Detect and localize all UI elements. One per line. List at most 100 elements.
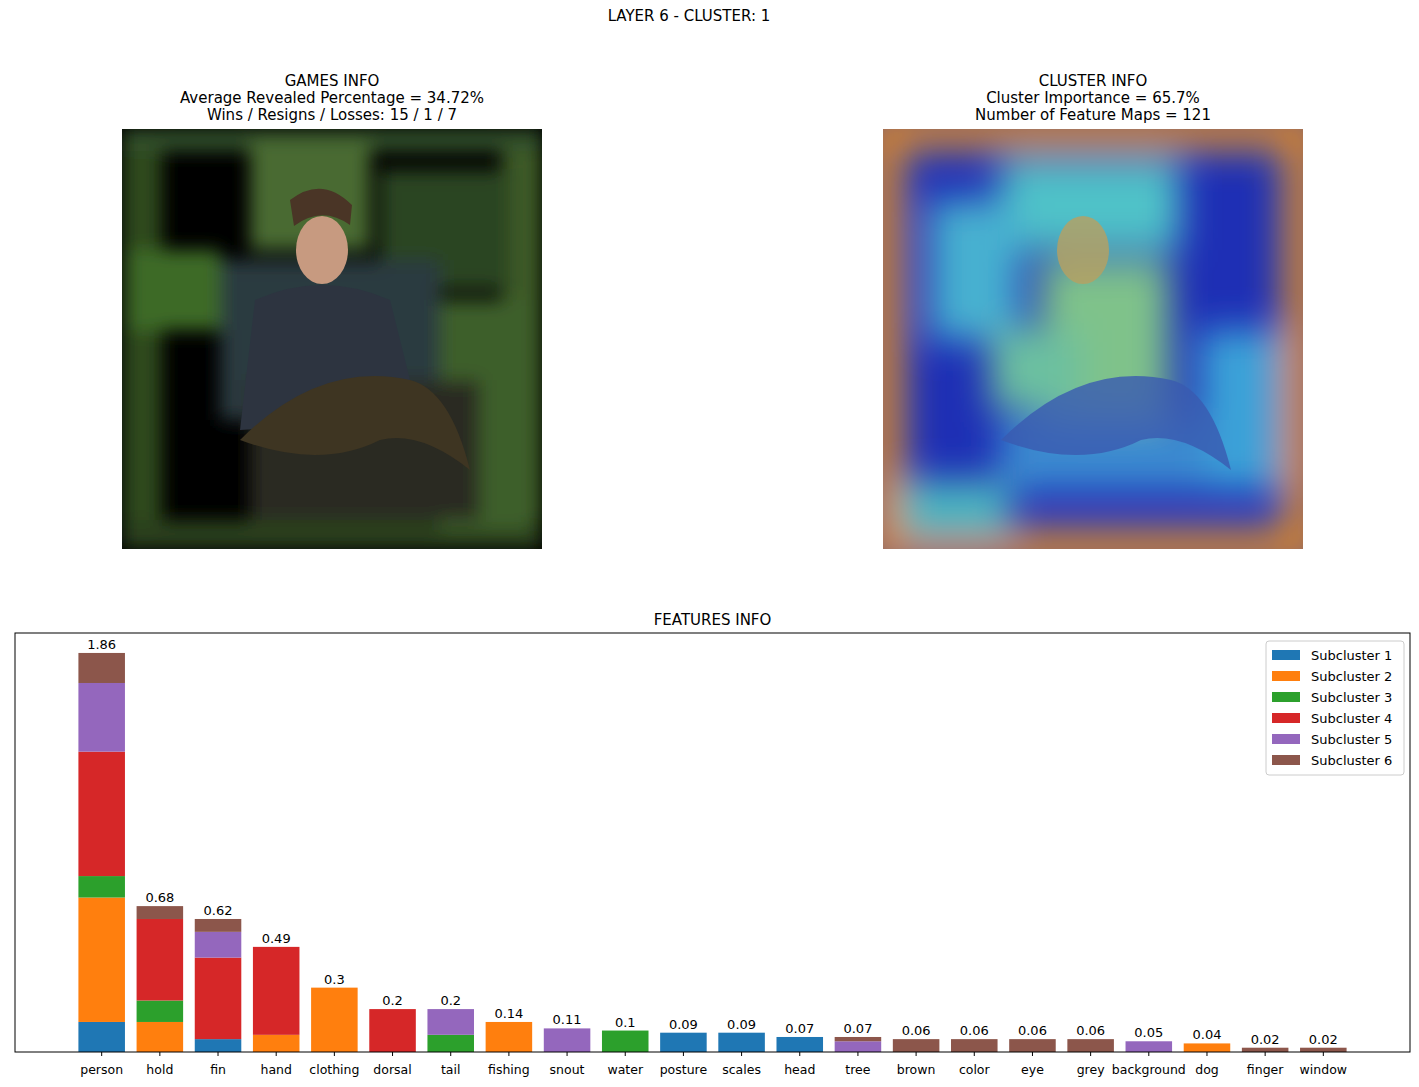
x-tick: [1265, 1052, 1266, 1056]
bar-segment: [1067, 1039, 1114, 1052]
bar-segment: [1184, 1043, 1231, 1044]
bar-segment: [718, 1032, 765, 1033]
bar-segment: [1126, 1041, 1173, 1042]
x-tick-label: scales: [722, 1062, 761, 1077]
legend-swatch: [1272, 692, 1300, 702]
total-label: 0.09: [669, 1017, 698, 1032]
panel-title: Wins / Resigns / Losses: 15 / 1 / 7: [207, 106, 457, 124]
revealed-patch: [122, 129, 162, 549]
bar-segment: [311, 987, 358, 988]
bar-segment: [195, 932, 242, 958]
x-tick-label: fishing: [488, 1062, 530, 1077]
total-label: 0.49: [262, 931, 291, 946]
plot-frame: [15, 633, 1410, 1052]
heatmap-bg: [883, 129, 1303, 549]
bars: [78, 653, 1346, 1052]
x-tick-label: hold: [146, 1062, 173, 1077]
x-tick-label: head: [784, 1062, 815, 1077]
bar-segment: [195, 958, 242, 1040]
x-tick-label: person: [80, 1062, 123, 1077]
x-tick-label: tail: [441, 1062, 461, 1077]
face: [1057, 216, 1109, 284]
bar-segment: [1126, 1041, 1173, 1052]
bar-segment: [78, 876, 125, 897]
x-tick-label: dorsal: [373, 1062, 411, 1077]
heat-border: [883, 129, 1303, 549]
total-label: 0.1: [615, 1015, 636, 1030]
revealed-patch: [130, 250, 220, 330]
bar-segment: [835, 1037, 882, 1041]
total-label: 0.62: [204, 903, 233, 918]
bar-segment: [195, 919, 242, 932]
x-tick: [857, 1052, 858, 1056]
x-tick: [741, 1052, 742, 1056]
x-tick: [799, 1052, 800, 1056]
total-label: 0.06: [1018, 1023, 1047, 1038]
x-tick: [508, 1052, 509, 1056]
panel-title: Cluster Importance = 65.7%: [986, 89, 1200, 107]
bar-segment: [602, 1030, 649, 1031]
x-tick: [276, 1052, 277, 1056]
bar-segment: [951, 1039, 998, 1052]
bar-segment: [1242, 1048, 1289, 1052]
x-tick-label: grey: [1077, 1062, 1105, 1077]
figure: LAYER 6 - CLUSTER: 1 GAMES INFOAverage Re…: [0, 0, 1419, 1087]
bar-segment: [78, 653, 125, 683]
legend-swatch: [1272, 713, 1300, 723]
bar-segment: [137, 1001, 184, 1022]
bar-segment: [311, 987, 358, 988]
bar-segment: [486, 1021, 533, 1022]
total-label: 0.3: [324, 972, 345, 987]
x-tick: [1032, 1052, 1033, 1056]
bar-segment: [718, 1032, 765, 1033]
total-label: 0.06: [1076, 1023, 1105, 1038]
figure-title: LAYER 6 - CLUSTER: 1: [608, 7, 771, 25]
bar-segment: [311, 987, 358, 988]
bar-segment: [253, 946, 300, 947]
bar-segment: [544, 1028, 591, 1029]
bar-segment: [78, 1022, 125, 1052]
panel-title: Number of Feature Maps = 121: [975, 106, 1211, 124]
x-tick: [974, 1052, 975, 1056]
panel-title: GAMES INFO: [285, 72, 380, 90]
legend-swatch: [1272, 755, 1300, 765]
total-label: 0.68: [145, 890, 174, 905]
legend-box: [1266, 641, 1404, 775]
panel-title: Average Revealed Percentage = 34.72%: [180, 89, 484, 107]
x-tick-label: brown: [897, 1062, 936, 1077]
bar-segment: [776, 1036, 823, 1037]
x-tick-label: tree: [845, 1062, 870, 1077]
bar-segment: [195, 1039, 242, 1052]
bar-segment: [311, 988, 358, 1052]
total-label: 0.09: [727, 1017, 756, 1032]
bar-segment: [718, 1032, 765, 1033]
total-label: 0.2: [440, 993, 461, 1008]
image-bg: [122, 129, 542, 549]
total-label: 0.11: [553, 1012, 582, 1027]
bar-segment: [835, 1041, 882, 1052]
x-tick-label: snout: [550, 1062, 585, 1077]
bar-segment: [78, 898, 125, 1022]
face: [296, 216, 348, 284]
legend-label: Subcluster 2: [1311, 669, 1392, 684]
bar-segment: [776, 1036, 823, 1037]
legend-swatch: [1272, 671, 1300, 681]
heatmap-blobs: [883, 129, 1303, 549]
hair: [290, 189, 352, 226]
fish: [240, 376, 470, 470]
bar-segment: [776, 1036, 823, 1037]
total-label: 0.04: [1192, 1027, 1221, 1042]
bar-segment: [776, 1036, 823, 1037]
total-label: 1.86: [87, 637, 116, 652]
bar-segment: [1009, 1039, 1056, 1052]
bar-segment: [1184, 1043, 1231, 1052]
x-tick-label: window: [1300, 1062, 1347, 1077]
bar-segment: [660, 1032, 707, 1033]
bar-segment: [660, 1032, 707, 1033]
x-tick-label: fin: [210, 1062, 226, 1077]
total-label: 0.06: [902, 1023, 931, 1038]
panel-title: CLUSTER INFO: [1039, 72, 1148, 90]
x-tick-label: hand: [260, 1062, 291, 1077]
bar-segment: [1184, 1043, 1231, 1044]
chart-title: FEATURES INFO: [654, 611, 772, 629]
